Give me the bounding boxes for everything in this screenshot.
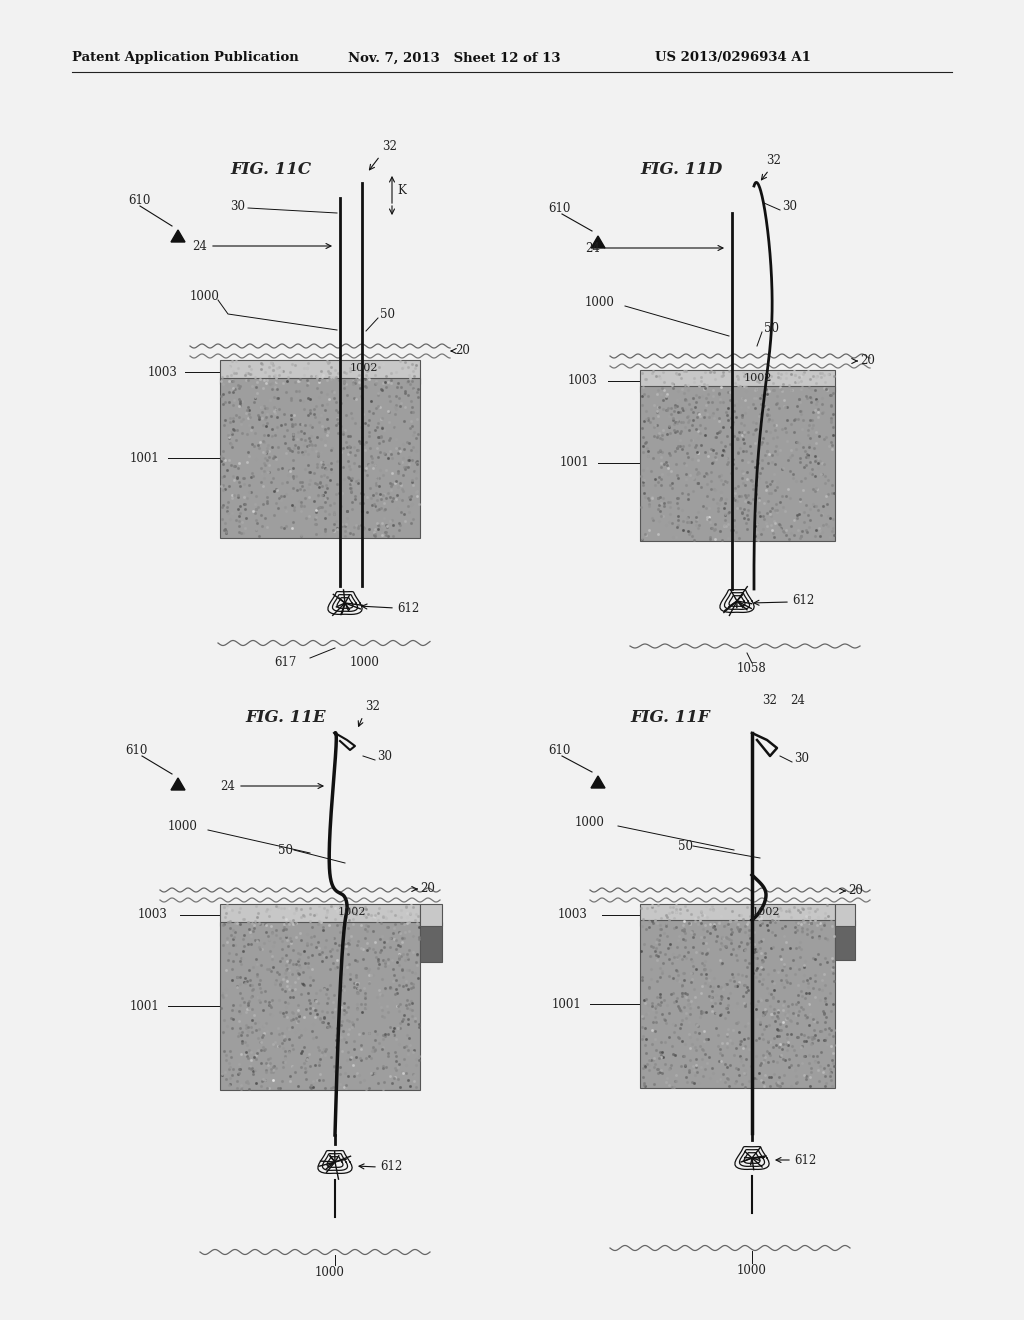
- Text: 1002: 1002: [744, 374, 772, 383]
- Text: 50: 50: [678, 840, 693, 853]
- Text: 20: 20: [455, 343, 470, 356]
- Text: 1001: 1001: [560, 457, 590, 470]
- Text: 30: 30: [782, 199, 797, 213]
- Text: 612: 612: [794, 1154, 816, 1167]
- Polygon shape: [591, 776, 605, 788]
- Text: 20: 20: [860, 354, 874, 367]
- Polygon shape: [171, 777, 185, 789]
- Text: 1003: 1003: [138, 908, 168, 921]
- Text: Nov. 7, 2013   Sheet 12 of 13: Nov. 7, 2013 Sheet 12 of 13: [348, 51, 560, 65]
- Bar: [220, 360, 420, 384]
- Text: 20: 20: [420, 882, 435, 895]
- Text: 24: 24: [193, 239, 207, 252]
- Text: 1001: 1001: [130, 999, 160, 1012]
- Text: FIG. 11E: FIG. 11E: [245, 710, 326, 726]
- Bar: [640, 370, 835, 392]
- Text: 1000: 1000: [315, 1266, 345, 1279]
- Text: 1003: 1003: [558, 908, 588, 921]
- Text: 617: 617: [273, 656, 296, 669]
- Text: 1002: 1002: [350, 363, 379, 374]
- Text: 32: 32: [762, 693, 777, 706]
- Text: 612: 612: [792, 594, 814, 607]
- Bar: [420, 921, 442, 962]
- Text: 1000: 1000: [350, 656, 380, 669]
- Text: 1002: 1002: [338, 907, 367, 917]
- Text: FIG. 11C: FIG. 11C: [230, 161, 311, 178]
- Text: 610: 610: [128, 194, 151, 206]
- Text: 32: 32: [365, 700, 380, 713]
- Text: Patent Application Publication: Patent Application Publication: [72, 51, 299, 65]
- Text: 1000: 1000: [575, 817, 605, 829]
- Text: 50: 50: [764, 322, 779, 334]
- Text: 24: 24: [585, 242, 600, 255]
- Text: 24: 24: [790, 693, 805, 706]
- Polygon shape: [591, 236, 605, 248]
- Text: 32: 32: [766, 153, 781, 166]
- Text: K: K: [397, 185, 406, 198]
- Text: 612: 612: [380, 1160, 402, 1173]
- Polygon shape: [171, 230, 185, 242]
- Text: 1002: 1002: [752, 907, 780, 917]
- Text: 1000: 1000: [737, 1263, 767, 1276]
- Text: 1000: 1000: [190, 289, 220, 302]
- Text: 30: 30: [230, 199, 245, 213]
- Bar: [220, 921, 420, 1090]
- Text: 50: 50: [278, 843, 293, 857]
- Bar: [640, 920, 835, 1088]
- Bar: [835, 920, 855, 960]
- Text: 20: 20: [848, 883, 863, 896]
- Text: 24: 24: [220, 780, 234, 792]
- Bar: [220, 378, 420, 539]
- Text: 30: 30: [794, 751, 809, 764]
- Bar: [220, 904, 420, 927]
- Text: 1003: 1003: [568, 375, 598, 388]
- Bar: [640, 385, 835, 541]
- Text: 610: 610: [548, 743, 570, 756]
- Text: 30: 30: [377, 750, 392, 763]
- Text: FIG. 11D: FIG. 11D: [640, 161, 722, 178]
- Text: 32: 32: [382, 140, 397, 153]
- Text: 50: 50: [380, 309, 395, 322]
- Text: US 2013/0296934 A1: US 2013/0296934 A1: [655, 51, 811, 65]
- Bar: [835, 904, 855, 927]
- Text: 1003: 1003: [148, 366, 178, 379]
- Text: 612: 612: [397, 602, 419, 615]
- Text: 1058: 1058: [737, 663, 767, 676]
- Text: FIG. 11F: FIG. 11F: [630, 710, 710, 726]
- Bar: [640, 904, 835, 927]
- Bar: [420, 904, 442, 927]
- Text: 610: 610: [125, 743, 147, 756]
- Text: 610: 610: [548, 202, 570, 214]
- Text: 1001: 1001: [552, 998, 582, 1011]
- Text: 1000: 1000: [168, 820, 198, 833]
- Text: 1001: 1001: [130, 451, 160, 465]
- Text: 1000: 1000: [585, 297, 614, 309]
